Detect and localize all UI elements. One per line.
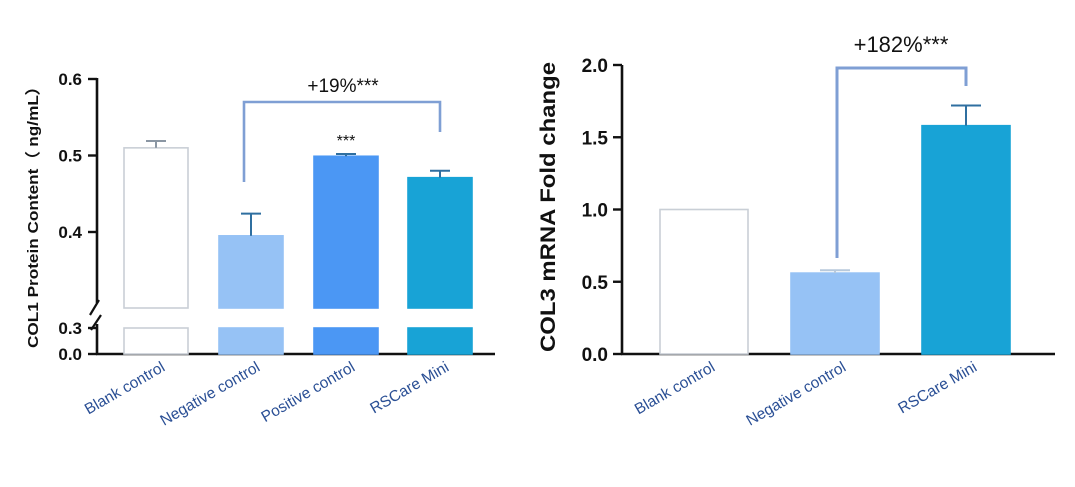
x-tick-label: RSCare Mini: [367, 359, 452, 418]
y-tick-label: 0.5: [582, 273, 609, 294]
comparison-bracket: [835, 66, 968, 258]
x-tick-label: Blank control: [632, 359, 718, 419]
bar-0-upper: [123, 147, 189, 309]
bar-3-upper: [407, 176, 473, 309]
bar-2-upper: [313, 155, 379, 309]
bar-1: [790, 272, 880, 355]
x-tick-label: Negative control: [743, 359, 849, 430]
y-axis-title: COL3 mRNA Fold change: [537, 62, 560, 352]
bar-3-lower: [407, 327, 473, 355]
axis-break-mark: [89, 299, 102, 331]
bracket-label: +182%***: [854, 32, 949, 57]
y-axis-title: COL1 Protein Content（ ng/mL）: [24, 78, 42, 348]
col3-mrna-chart: 0.0 0.5 1.0 1.5 2.0 COL3 mRNA Fold change Blan…: [537, 32, 1055, 429]
y-tick-label: 1.5: [582, 128, 609, 149]
x-tick-label: RSCare Mini: [895, 359, 980, 418]
y-tick-label: 0.3: [58, 319, 82, 338]
bracket-label: +19%***: [307, 76, 379, 97]
bar-2-lower: [313, 327, 379, 355]
y-tick-label: 2.0: [582, 56, 608, 77]
y-tick-label: 0.4: [58, 223, 82, 242]
y-tick-label: 0.5: [58, 147, 82, 166]
y-tick-label: 0.0: [582, 345, 608, 366]
bar-0-lower: [123, 327, 189, 355]
bar-1-lower: [218, 327, 284, 355]
x-tick-label: Positive control: [258, 359, 358, 426]
bar-2: [921, 124, 1011, 355]
bar-0: [659, 208, 749, 355]
significance-label: ***: [337, 133, 356, 150]
y-tick-label: 0.0: [58, 345, 82, 364]
x-tick-label: Blank control: [82, 359, 168, 419]
y-tick-label: 0.6: [58, 70, 82, 89]
comparison-bracket: [242, 100, 442, 182]
bar-1-upper: [218, 235, 284, 309]
x-tick-label: Negative control: [157, 359, 263, 430]
y-tick-label: 1.0: [582, 201, 608, 222]
col1-protein-chart: 0.0 0.3 0.4 0.5 0.6 COL1 Protein Content（ ng/…: [24, 70, 495, 429]
